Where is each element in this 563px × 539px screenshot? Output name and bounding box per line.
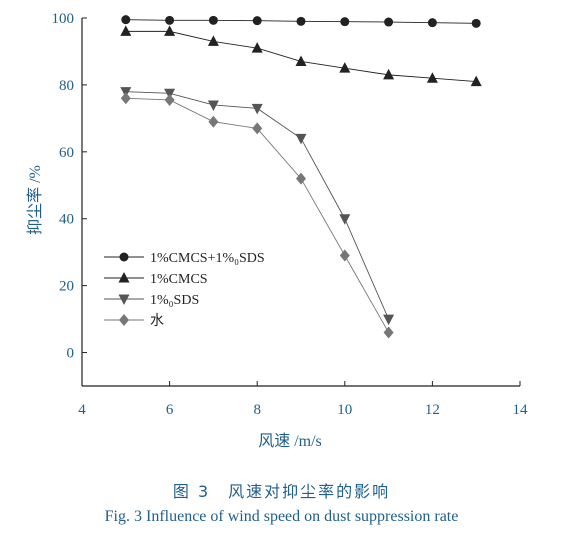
legend-marker-2 [118, 272, 130, 283]
data-point-series-3 [251, 103, 263, 115]
data-point-series-2 [470, 75, 482, 87]
x-tick-label: 12 [425, 402, 440, 418]
x-tick-label: 8 [253, 402, 261, 418]
data-point-series-1 [121, 15, 131, 25]
y-tick-label: 20 [59, 279, 74, 295]
legend-marker-4 [119, 314, 129, 326]
data-point-series-2 [426, 72, 438, 83]
data-point-series-2 [164, 25, 176, 36]
legend-label-3: 1%₀SDS [150, 293, 199, 308]
x-tick-label: 14 [513, 402, 529, 418]
plot-area: 0 20 40 60 80 100 4 6 8 10 12 14 1%CMCS+1%₀SDS 1%CMCS… [52, 11, 529, 418]
y-tick-label: 100 [52, 11, 75, 27]
legend-marker-3 [118, 294, 130, 305]
legend-label-4: 水 [150, 313, 164, 329]
data-point-series-2 [207, 35, 219, 46]
y-tick-label: 0 [67, 346, 75, 362]
data-point-series-4 [164, 93, 175, 106]
y-axis-label: 抑尘率 /% [26, 165, 44, 235]
data-point-series-2 [295, 55, 307, 66]
legend-marker-1 [119, 252, 129, 262]
data-point-series-1 [208, 15, 218, 25]
figure-caption-english: Fig. 3 Influence of wind speed on dust s… [104, 508, 459, 525]
x-tick-label: 10 [337, 402, 352, 418]
x-axis-label: 风速 /m/s [258, 432, 322, 450]
data-point-series-1 [296, 16, 306, 26]
data-point-series-4 [383, 326, 394, 339]
legend-label-2: 1%CMCS [150, 272, 208, 287]
data-point-series-1 [165, 15, 175, 25]
data-point-series-1 [427, 18, 437, 28]
data-point-series-2 [383, 68, 395, 80]
data-point-series-2 [120, 25, 132, 36]
data-point-series-4 [208, 115, 219, 128]
data-point-series-1 [340, 17, 350, 27]
data-point-series-3 [207, 100, 219, 111]
data-point-series-4 [339, 249, 350, 262]
data-point-series-2 [251, 42, 263, 53]
figure-caption-chinese: 图 3 风速对抑尘率的影响 [172, 482, 391, 501]
legend-label-1: 1%CMCS+1%₀SDS [150, 251, 265, 266]
y-tick-label: 40 [59, 212, 74, 228]
chart: 0 20 40 60 80 100 4 6 8 10 12 14 1%CMCS+1%₀SDS 1%CMCS… [26, 11, 529, 450]
x-tick-label: 4 [78, 402, 86, 418]
data-point-series-1 [471, 18, 481, 28]
y-tick-label: 80 [59, 78, 74, 94]
data-point-series-2 [339, 62, 351, 73]
data-point-series-1 [384, 17, 394, 27]
x-tick-label: 6 [166, 402, 174, 418]
y-tick-label: 60 [59, 145, 74, 161]
data-point-series-3 [339, 214, 351, 225]
data-point-series-3 [383, 314, 395, 326]
data-point-series-4 [120, 92, 131, 105]
data-point-series-1 [252, 16, 262, 26]
data-point-series-3 [295, 133, 307, 145]
data-point-series-4 [252, 122, 263, 135]
data-point-series-4 [296, 172, 306, 185]
